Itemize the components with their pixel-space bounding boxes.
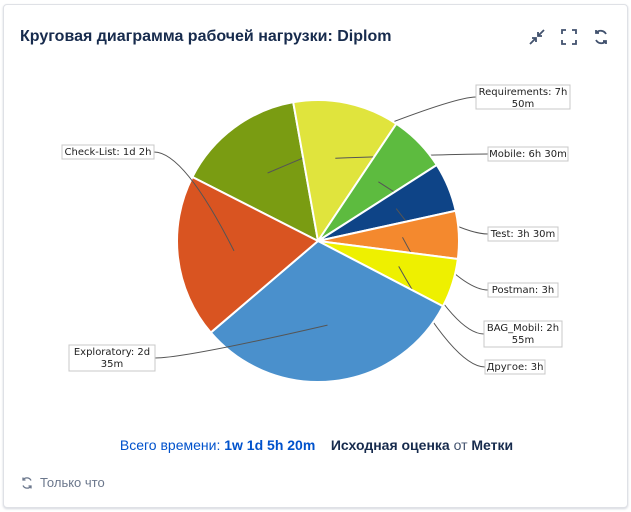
- total-time-value[interactable]: 1w 1d 5h 20m: [224, 437, 316, 453]
- pie-slice[interactable]: [191, 101, 320, 243]
- gadget-actions: [527, 27, 611, 47]
- pie-label-box: [483, 320, 563, 348]
- gadget-title: Круговая диаграмма рабочей нагрузки: Dip…: [20, 28, 392, 45]
- refresh-icon[interactable]: [591, 27, 611, 47]
- pie-slice[interactable]: [209, 239, 445, 383]
- pie-slice-label: Postman: 3h: [492, 285, 554, 296]
- pie-label-box: [487, 282, 559, 298]
- pie-leader-line: [398, 266, 486, 368]
- gadget-card: Круговая диаграмма рабочей нагрузки: Dip…: [3, 4, 628, 508]
- from-word: от: [453, 437, 468, 453]
- pie-slice-label: Mobile: 6h 30m: [489, 149, 567, 160]
- footer: Только что: [20, 475, 105, 490]
- pie-slice-label: Другое: 3h: [487, 362, 544, 373]
- pie-leader-line: [154, 324, 328, 359]
- fullscreen-icon[interactable]: [559, 27, 579, 47]
- total-time-label: Всего времени:: [119, 437, 221, 453]
- pie-slice-label: Exploratory: 2d 35m: [74, 347, 150, 370]
- pie-slice-label: Check-List: 1d 2h: [65, 147, 152, 158]
- pie-label-box: [484, 359, 546, 375]
- pie-leader-line: [335, 153, 489, 159]
- collapse-icon[interactable]: [527, 27, 547, 47]
- pie-label-box: [487, 146, 569, 162]
- updated-text: Только что: [40, 475, 105, 490]
- pie-label-box: [475, 84, 571, 110]
- pie-slice-label: Test: 3h 30m: [490, 229, 556, 240]
- pie-label-box: [61, 144, 155, 160]
- pie-slice[interactable]: [176, 175, 320, 334]
- pie-slice-label: Requirements: 7h 50m: [479, 87, 568, 110]
- pie-label-box: [487, 226, 559, 242]
- pie-leader-line: [153, 151, 235, 252]
- source-label: Метки: [471, 437, 514, 453]
- pie-label-box: [68, 344, 156, 372]
- pie-slice[interactable]: [292, 99, 398, 244]
- summary-line: Всего времени: 1w 1d 5h 20m Исходная оце…: [4, 437, 629, 453]
- estimate-label: Исходная оценка: [330, 437, 450, 453]
- pie-chart-svg: Requirements: 7h 50m Mobile: 6h 30m Test: 3…: [61, 84, 571, 383]
- refresh-icon[interactable]: [20, 476, 34, 490]
- pie-slice-label: BAG_Mobil: 2h 55m: [487, 323, 559, 346]
- pie-chart: Requirements: 7h 50m Mobile: 6h 30m Test: 3…: [4, 5, 629, 435]
